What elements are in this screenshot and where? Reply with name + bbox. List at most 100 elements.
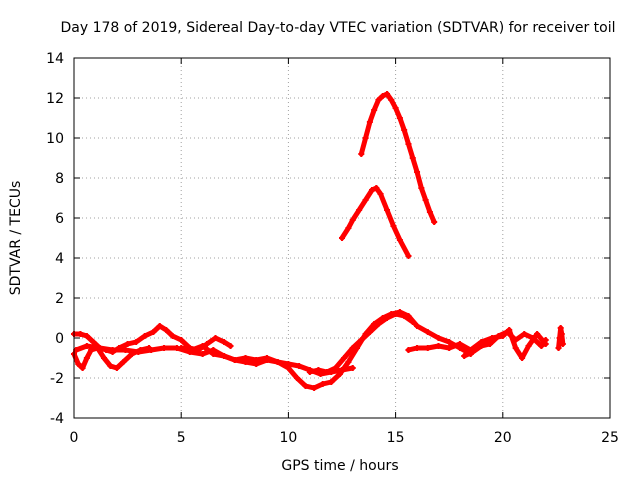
- data-point: [469, 349, 476, 355]
- data-point: [148, 347, 155, 353]
- data-point: [358, 151, 365, 157]
- y-tick-label: 0: [55, 331, 64, 347]
- data-point: [109, 347, 116, 353]
- data-point: [375, 97, 382, 103]
- data-point: [369, 187, 376, 193]
- data-point: [274, 359, 281, 365]
- data-point: [323, 369, 330, 375]
- data-point: [534, 331, 541, 337]
- data-point: [362, 197, 369, 203]
- data-point: [285, 365, 292, 371]
- data-point: [435, 335, 442, 341]
- y-tick-label: 4: [55, 251, 64, 267]
- grid: [74, 58, 610, 418]
- data-point: [375, 321, 382, 327]
- data-point: [253, 361, 260, 367]
- data-point: [349, 365, 356, 371]
- data-point: [557, 325, 564, 331]
- x-tick-label: 15: [387, 430, 405, 446]
- y-tick-label: 8: [55, 171, 64, 187]
- data-point: [212, 335, 219, 341]
- data-point: [525, 343, 532, 349]
- data-point: [120, 359, 127, 365]
- data-point: [328, 379, 335, 385]
- data-point: [446, 339, 453, 345]
- data-point: [371, 107, 378, 113]
- data-point: [556, 335, 563, 341]
- data-point: [559, 341, 566, 347]
- data-point: [362, 135, 369, 141]
- data-point: [231, 357, 238, 363]
- data-point: [163, 327, 170, 333]
- data-point: [409, 155, 416, 161]
- data-point: [431, 219, 438, 225]
- data-point: [418, 185, 425, 191]
- y-axis-ticks: -4 -2 0 2 4 6 8 10 12 14: [46, 51, 610, 427]
- data-point: [349, 217, 356, 223]
- data-point: [227, 343, 234, 349]
- data-point: [75, 361, 82, 367]
- data-point: [349, 345, 356, 351]
- x-axis-ticks: 0 5 10 15 20 25: [70, 58, 619, 446]
- data-point: [558, 331, 565, 337]
- data-point: [113, 365, 120, 371]
- data-point: [512, 345, 519, 351]
- data-point: [409, 319, 416, 325]
- series-arc-i: [461, 329, 549, 359]
- data-point: [263, 357, 270, 363]
- y-axis-label: SDTVAR / TECUs: [8, 181, 24, 296]
- y-tick-label: 10: [46, 131, 64, 147]
- data-point: [379, 93, 386, 99]
- series-band: [405, 327, 549, 361]
- data-point: [405, 347, 412, 353]
- plot-frame: [73, 57, 611, 419]
- x-tick-label: 25: [601, 430, 619, 446]
- data-point: [486, 341, 493, 347]
- data-point: [446, 345, 453, 351]
- data-point: [83, 343, 90, 349]
- y-tick-label: -2: [50, 371, 64, 387]
- data-point: [422, 197, 429, 203]
- data-point: [319, 381, 326, 387]
- data-point: [90, 339, 97, 345]
- x-tick-label: 20: [494, 430, 512, 446]
- data-series: [71, 91, 566, 391]
- data-point: [124, 341, 131, 347]
- data-point: [529, 335, 536, 341]
- data-point: [519, 355, 526, 361]
- data-point: [495, 333, 502, 339]
- data-point: [377, 191, 384, 197]
- data-point: [384, 91, 391, 97]
- data-point: [424, 329, 431, 335]
- data-point: [296, 363, 303, 369]
- data-point: [392, 105, 399, 111]
- y-tick-label: 12: [46, 91, 64, 107]
- data-point: [156, 323, 163, 329]
- data-point: [392, 311, 399, 317]
- data-point: [461, 353, 468, 359]
- data-point: [366, 119, 373, 125]
- data-point: [424, 345, 431, 351]
- chart-title: Day 178 of 2019, Sidereal Day-to-day VTE…: [60, 20, 615, 36]
- data-point: [302, 383, 309, 389]
- data-point: [77, 331, 84, 337]
- data-point: [390, 223, 397, 229]
- data-point: [339, 235, 345, 241]
- data-point: [388, 97, 395, 103]
- data-point: [150, 329, 157, 335]
- y-tick-label: 6: [55, 211, 64, 227]
- x-tick-label: 0: [70, 430, 79, 446]
- data-point: [101, 355, 108, 361]
- data-point: [414, 345, 421, 351]
- series-arc-j: [555, 325, 566, 351]
- y-tick-label: 2: [55, 291, 64, 307]
- data-point: [199, 343, 206, 349]
- x-tick-label: 5: [177, 430, 186, 446]
- data-point: [384, 315, 391, 321]
- data-point: [79, 365, 86, 371]
- data-point: [396, 237, 403, 243]
- data-point: [332, 365, 339, 371]
- data-point: [210, 351, 217, 357]
